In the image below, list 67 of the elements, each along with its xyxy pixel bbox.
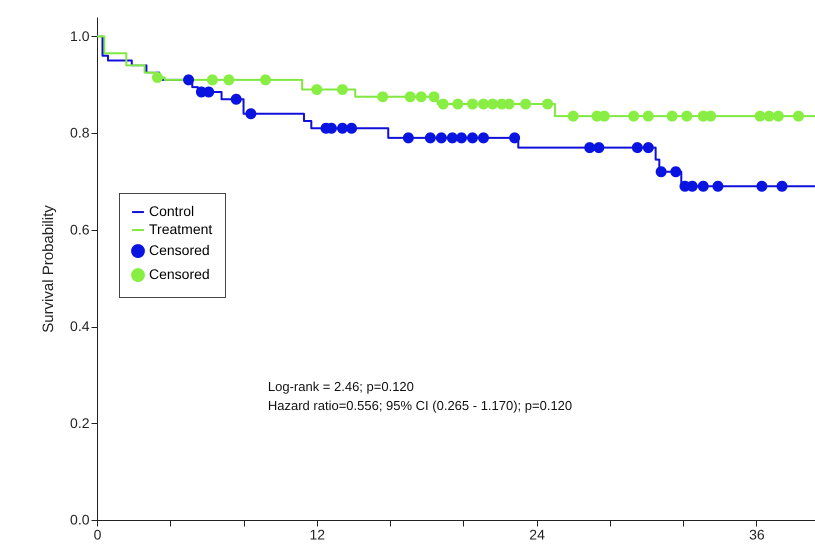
point	[656, 166, 667, 178]
point	[670, 166, 682, 178]
point	[632, 142, 643, 154]
point	[584, 142, 596, 154]
point	[311, 84, 322, 96]
point	[377, 91, 388, 102]
point	[487, 98, 498, 110]
point	[764, 110, 775, 122]
point	[772, 110, 784, 122]
point	[642, 110, 654, 122]
point	[642, 142, 654, 154]
point	[698, 180, 709, 192]
point	[424, 132, 436, 144]
point	[346, 122, 358, 134]
point	[467, 98, 478, 110]
y-axis-title: Survival Probability	[40, 204, 58, 333]
point	[336, 84, 348, 96]
point	[478, 132, 489, 144]
point	[568, 110, 579, 122]
point	[183, 74, 194, 86]
x-tick-label: 24	[529, 526, 546, 542]
y-tick-label: 1.0	[70, 28, 90, 44]
legend-label: Treatment	[149, 221, 212, 238]
point	[404, 91, 416, 102]
y-tick-label: 0.0	[70, 512, 90, 528]
point	[756, 180, 768, 192]
point	[245, 108, 256, 120]
point	[223, 74, 234, 86]
point	[260, 74, 271, 86]
point	[681, 110, 692, 122]
point	[628, 110, 640, 122]
point	[666, 110, 678, 122]
point	[456, 132, 467, 144]
point	[452, 98, 464, 110]
point	[438, 98, 449, 110]
point	[542, 98, 554, 110]
point	[416, 91, 427, 102]
point	[402, 132, 414, 144]
point	[446, 132, 458, 144]
y-tick-label: 0.2	[70, 414, 90, 431]
annotation: Hazard ratio=0.556; 95% CI (0.265 - 1.170); p=0.120	[268, 398, 572, 414]
x-tick-label: 12	[310, 526, 326, 542]
legend-label: Control	[149, 203, 194, 220]
point	[428, 91, 440, 102]
point	[793, 110, 804, 122]
annotation: Log-rank = 2.46; p=0.120	[268, 379, 414, 394]
point	[467, 132, 478, 144]
point	[436, 132, 447, 144]
y-tick-label: 0.4	[70, 318, 90, 334]
legend-label: Censored	[149, 266, 210, 282]
point	[206, 74, 218, 86]
point	[478, 98, 489, 110]
point	[520, 98, 532, 110]
point	[705, 110, 716, 122]
point	[712, 180, 724, 192]
y-tick-label: 0.6	[70, 221, 90, 238]
x-tick-label: 36	[749, 526, 765, 542]
x-tick-label: 0	[94, 526, 102, 542]
point	[776, 180, 788, 192]
point	[152, 72, 163, 83]
legend-label: Censored	[149, 242, 210, 258]
y-tick-label: 0.8	[70, 124, 90, 141]
point	[593, 142, 604, 154]
point	[509, 132, 520, 144]
point	[336, 122, 348, 134]
point	[230, 94, 242, 105]
point	[754, 110, 766, 122]
